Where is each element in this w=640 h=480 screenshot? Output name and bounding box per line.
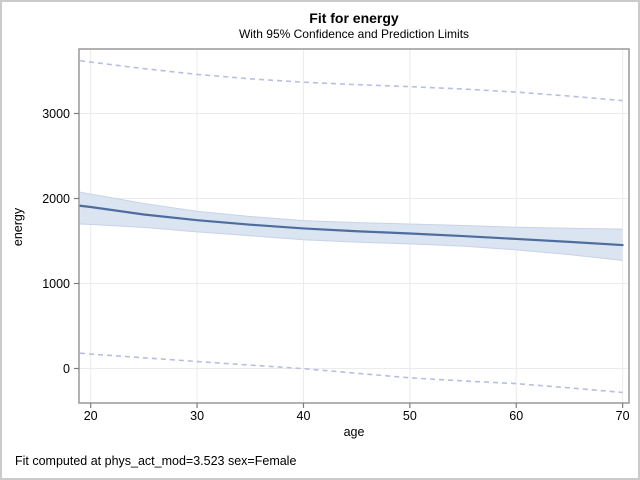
x-tick-label: 60 <box>509 409 523 423</box>
x-tick-label: 20 <box>84 409 98 423</box>
title-block: Fit for energy With 95% Confidence and P… <box>79 9 629 42</box>
confidence-band-upper-edge <box>79 191 623 230</box>
prediction-limit-line <box>80 352 623 394</box>
chart-subtitle: With 95% Confidence and Prediction Limit… <box>238 27 470 41</box>
x-axis-label: age <box>343 425 365 439</box>
plot-frame <box>78 48 630 404</box>
x-tick-label: 40 <box>297 409 311 423</box>
y-tick-label: 3000 <box>42 107 70 121</box>
y-axis-label: energy <box>11 207 25 247</box>
chart-title: Fit for energy <box>309 10 399 26</box>
confidence-band-lower-edge <box>80 223 623 261</box>
chart-footnote: Fit computed at phys_act_mod=3.523 sex=F… <box>15 454 297 468</box>
y-tick-label: 2000 <box>42 192 70 206</box>
x-tick-label: 30 <box>190 409 204 423</box>
prediction-limit-line <box>79 59 623 102</box>
y-tick-label: 1000 <box>42 277 70 291</box>
x-tick-label: 70 <box>616 409 630 423</box>
fit-line <box>78 204 624 247</box>
x-tick-label: 50 <box>403 409 417 423</box>
y-tick-label: 0 <box>63 362 70 376</box>
confidence-band <box>80 192 623 261</box>
